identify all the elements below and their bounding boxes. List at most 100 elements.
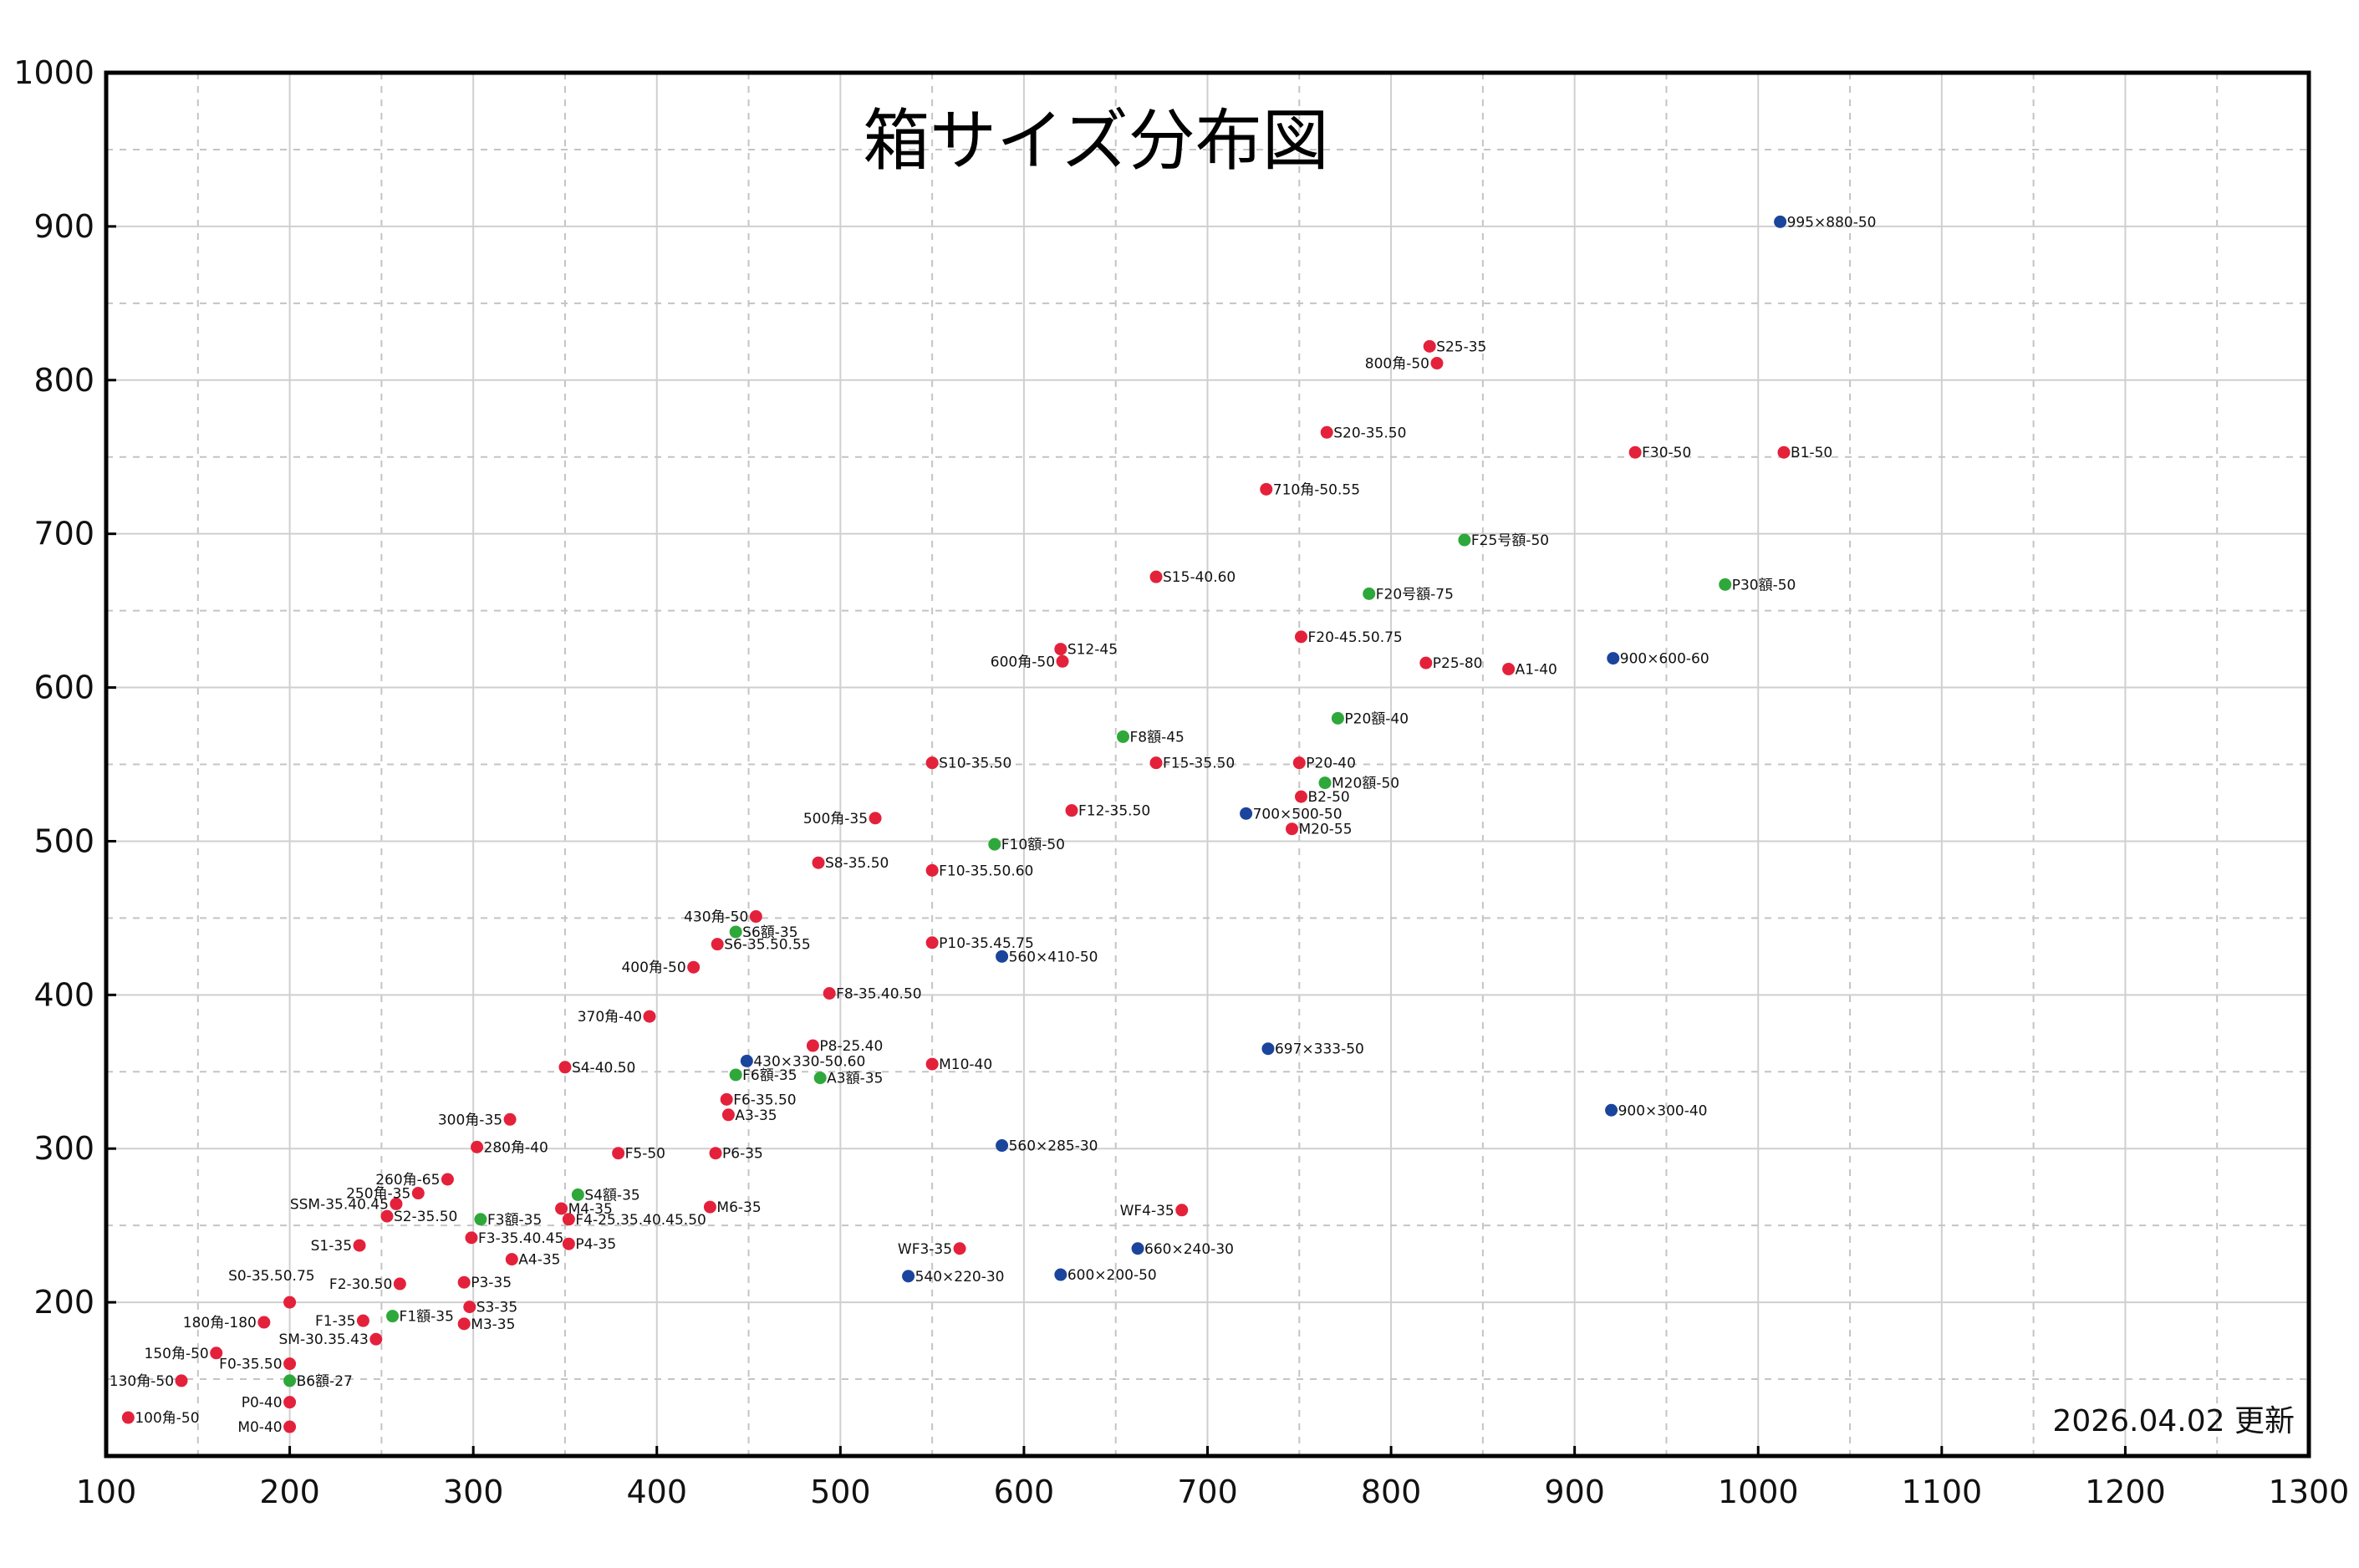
data-point-group: F1-35 [315, 1313, 369, 1330]
point-label: F3-35.40.45 [478, 1230, 563, 1247]
data-point-group: 300角-35 [438, 1112, 517, 1128]
point-label: S10-35.50 [939, 756, 1011, 772]
data-point-group: B1-50 [1777, 445, 1832, 461]
data-point-group: 800角-50 [1365, 356, 1444, 373]
data-point-group: P30額-50 [1719, 577, 1796, 593]
data-point-group: P20額-40 [1331, 710, 1409, 727]
data-point [925, 863, 939, 877]
point-label: SM-30.35.43 [278, 1331, 368, 1348]
data-point-group: 900×600-60 [1607, 651, 1709, 668]
data-point [813, 1072, 827, 1085]
data-point-group: F5-50 [612, 1146, 665, 1163]
y-tick-label: 800 [33, 362, 94, 399]
point-label: P3-35 [471, 1275, 512, 1291]
data-point [1628, 445, 1642, 459]
data-point [1054, 643, 1067, 656]
data-point-group: 180角-180 [183, 1315, 271, 1331]
data-point [1149, 570, 1163, 583]
point-label: S2-35.50 [394, 1209, 457, 1225]
data-point [709, 1147, 722, 1160]
x-tick-label: 900 [1544, 1474, 1605, 1510]
data-point [988, 837, 1001, 851]
data-point [393, 1277, 406, 1291]
data-point [1430, 357, 1444, 370]
data-point [1774, 215, 1787, 228]
data-point [1423, 339, 1436, 353]
x-tick-label: 500 [810, 1474, 871, 1510]
data-point-group: 697×333-50 [1261, 1041, 1364, 1058]
point-label: F15-35.50 [1163, 756, 1235, 772]
point-label: P10-35.45.75 [939, 935, 1034, 952]
data-point [749, 910, 762, 924]
data-point-group: F4-25.35.40.45.50 [562, 1212, 706, 1229]
data-point [643, 1010, 656, 1023]
point-label: 430角-50 [684, 909, 748, 926]
data-point-group: P0-40 [242, 1395, 297, 1412]
data-point [806, 1039, 819, 1052]
point-label: F12-35.50 [1078, 803, 1150, 820]
data-point-group: S3-35 [463, 1300, 517, 1316]
update-date: 2026.04.02 更新 [2052, 1404, 2295, 1438]
data-point-group: A1-40 [1502, 661, 1557, 678]
data-point [1260, 482, 1273, 496]
point-label: S6額-35 [742, 924, 797, 941]
data-point-group: F15-35.50 [1149, 756, 1235, 772]
data-point-group: S1-35 [311, 1238, 366, 1255]
point-label: 280角-40 [484, 1139, 548, 1156]
data-point-group: M10-40 [925, 1056, 992, 1073]
data-point-group: P10-35.45.75 [925, 935, 1034, 952]
point-label: F3額-35 [487, 1212, 542, 1229]
plot-frame [104, 70, 2311, 1459]
data-point [1502, 662, 1516, 675]
data-point [1286, 822, 1299, 836]
data-point [571, 1188, 584, 1201]
point-label: P20-40 [1306, 756, 1356, 772]
data-point [441, 1173, 454, 1186]
data-point [711, 938, 724, 951]
data-point [1261, 1042, 1275, 1056]
data-point-group: F8-35.40.50 [823, 985, 922, 1002]
data-point [283, 1296, 297, 1309]
data-point-group: SSM-35.40.45 [290, 1196, 403, 1213]
data-point [1294, 790, 1307, 803]
data-point-group: A4-35 [505, 1252, 560, 1269]
data-point [1131, 1242, 1144, 1255]
data-point-group: S8-35.50 [812, 855, 889, 872]
data-point-group: 900×300-40 [1605, 1102, 1707, 1119]
data-point [687, 960, 701, 974]
x-tick-label: 800 [1361, 1474, 1422, 1510]
data-point [369, 1332, 383, 1346]
point-label: B1-50 [1791, 445, 1832, 461]
data-point [505, 1253, 518, 1266]
point-label: A3-35 [735, 1107, 777, 1124]
point-label: 710角-50.55 [1273, 481, 1360, 498]
data-point [869, 812, 882, 825]
point-label: 400角-50 [621, 960, 685, 976]
data-point [996, 949, 1009, 963]
point-label: 697×333-50 [1275, 1041, 1364, 1058]
point-label: P20額-40 [1344, 710, 1409, 727]
data-point-group: P3-35 [457, 1275, 512, 1291]
data-point-group: F25号額-50 [1458, 532, 1549, 549]
point-label: S1-35 [311, 1238, 352, 1255]
y-tick-label: 1000 [13, 54, 94, 91]
point-label: 100角-50 [135, 1410, 199, 1427]
data-points: 100角-50 130角-50 150角-50 180角-180 S0-35.50.75… [110, 214, 1877, 1436]
data-point [562, 1213, 575, 1226]
point-label: 660×240-30 [1144, 1241, 1234, 1258]
data-point [1605, 1103, 1618, 1117]
data-point-group: 430×330-50.60 [740, 1053, 865, 1070]
point-label: 900×600-60 [1620, 651, 1709, 668]
data-point [823, 986, 836, 1000]
point-label: M20-55 [1299, 822, 1353, 838]
data-point [925, 1057, 939, 1071]
data-point-group: F6額-35 [729, 1067, 797, 1084]
point-label: P0-40 [242, 1395, 283, 1412]
data-point-group: 250角-35 [346, 1186, 425, 1203]
data-point [812, 856, 825, 869]
data-point [1240, 807, 1253, 820]
point-label: F2-30.50 [329, 1276, 392, 1293]
point-label: M6-35 [716, 1199, 761, 1216]
point-label: M10-40 [939, 1056, 992, 1073]
data-point [703, 1200, 716, 1214]
